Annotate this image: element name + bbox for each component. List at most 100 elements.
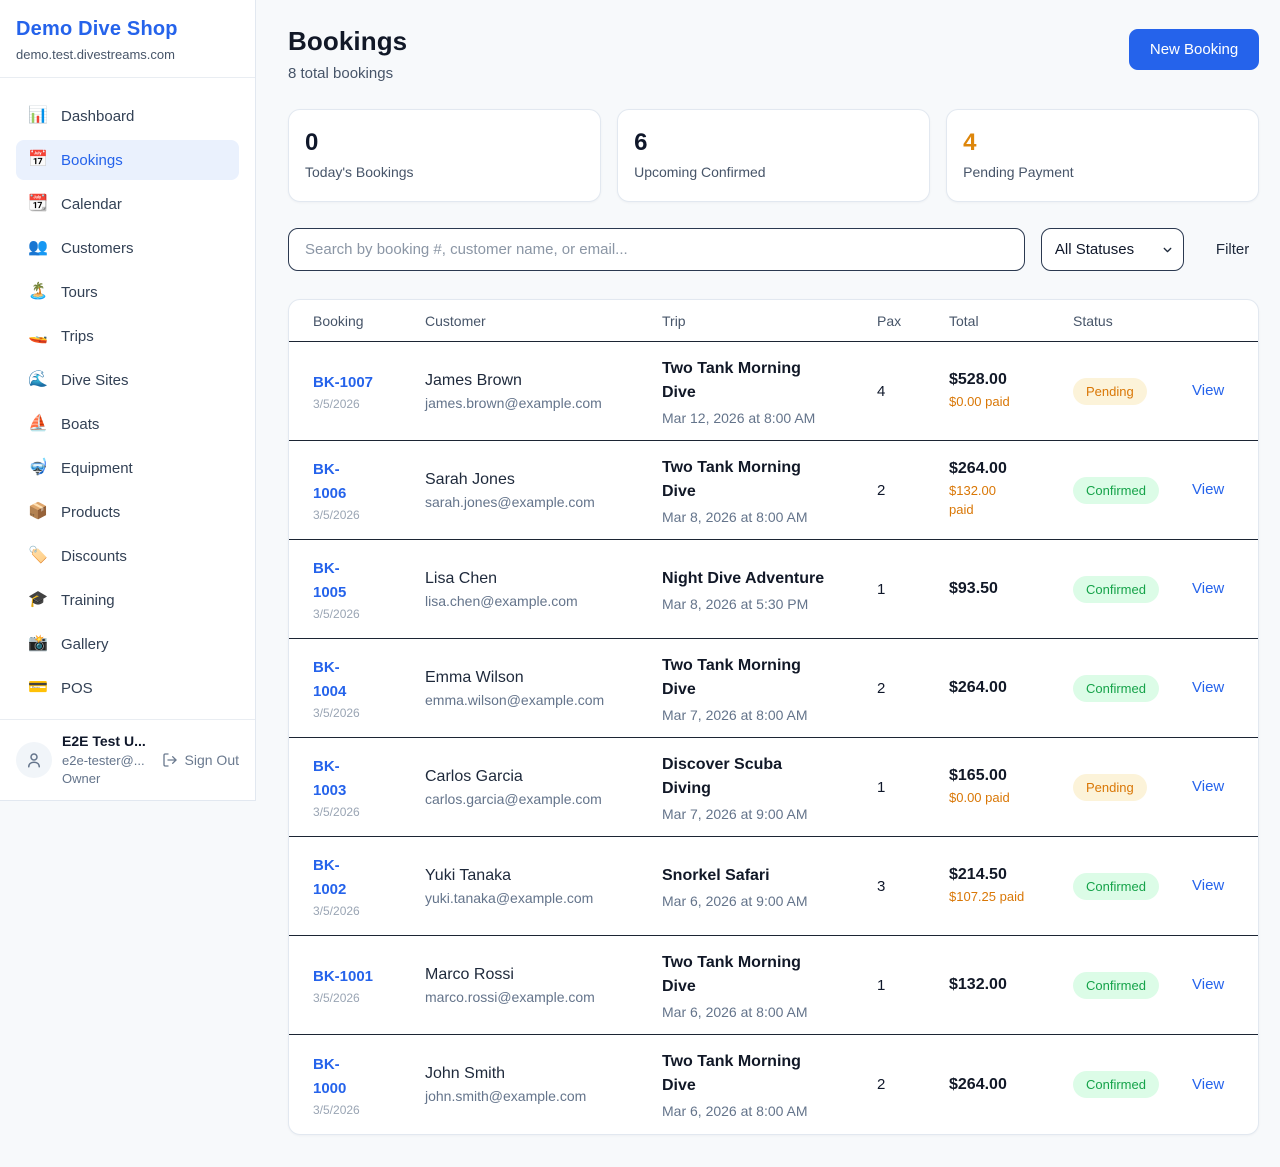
column-header-trip: Trip: [662, 312, 686, 329]
booking-date: 3/5/2026: [313, 706, 360, 720]
customer-email: sarah.jones@example.com: [425, 493, 595, 510]
view-button[interactable]: View: [1192, 976, 1225, 993]
booking-id-link[interactable]: BK- 1004: [313, 659, 347, 700]
view-button[interactable]: View: [1192, 778, 1225, 795]
sidebar-item-label: Customers: [61, 239, 134, 257]
total-cell: $165.00 $0.00 paid: [949, 767, 1073, 808]
view-button[interactable]: View: [1192, 481, 1225, 498]
trip-datetime: Mar 7, 2026 at 9:00 AM: [662, 805, 808, 822]
sign-out-button[interactable]: Sign Out: [162, 752, 239, 768]
booking-cell: BK- 1002 3/5/2026: [313, 854, 425, 918]
view-button[interactable]: View: [1192, 1075, 1225, 1093]
sidebar-item-label: Dashboard: [61, 107, 135, 125]
total-amount: $264.00: [949, 679, 1007, 696]
calendar-date-icon: 📅: [28, 151, 48, 168]
sidebar-item-boats[interactable]: ⛵ Boats: [16, 404, 239, 444]
status-badge: Confirmed: [1073, 674, 1159, 702]
trip-datetime: Mar 12, 2026 at 8:00 AM: [662, 409, 816, 426]
sidebar-item-bookings[interactable]: 📅 Bookings: [16, 140, 239, 180]
sidebar-item-dive-sites[interactable]: 🌊 Dive Sites: [16, 360, 239, 400]
customer-email: john.smith@example.com: [425, 1088, 587, 1104]
view-button[interactable]: View: [1192, 679, 1225, 696]
column-header-customer: Customer: [425, 312, 486, 329]
sidebar-item-label: Gallery: [61, 635, 109, 653]
sidebar-item-training[interactable]: 🎓 Training: [16, 580, 239, 620]
total-amount: $132.00: [949, 976, 1007, 993]
sidebar-item-gallery[interactable]: 📸 Gallery: [16, 624, 239, 664]
sailboat-icon: ⛵: [28, 415, 48, 432]
sign-out-icon: [162, 753, 177, 767]
status-cell: Confirmed: [1073, 971, 1192, 999]
stat-card-pending-payment: 4 Pending Payment: [946, 109, 1260, 202]
sidebar-item-products[interactable]: 📦 Products: [16, 492, 239, 532]
status-badge: Pending: [1073, 773, 1147, 801]
status-select[interactable]: All Statuses: [1040, 228, 1184, 271]
brand-domain: demo.test.divestreams.com: [16, 47, 175, 62]
booking-id-link[interactable]: BK-1001: [313, 968, 374, 985]
sidebar-item-dashboard[interactable]: 📊 Dashboard: [16, 96, 239, 136]
total-amount: $214.50: [949, 865, 1007, 883]
pax-cell: 1: [877, 976, 886, 994]
trip-name: Two Tank Morning Dive: [662, 953, 801, 995]
trip-cell: Two Tank Morning Dive Mar 6, 2026 at 8:00…: [662, 951, 877, 1020]
actions-cell: View: [1192, 679, 1234, 697]
booking-id-link[interactable]: BK- 1002: [313, 857, 347, 898]
customer-name: Carlos Garcia: [425, 767, 523, 785]
stat-card-upcoming-confirmed: 6 Upcoming Confirmed: [617, 109, 931, 202]
island-icon: 🏝️: [28, 283, 48, 300]
page-title: Bookings: [288, 26, 408, 56]
trip-cell: Two Tank Morning Dive Mar 6, 2026 at 8:00…: [662, 1050, 877, 1119]
sidebar-item-calendar[interactable]: 📆 Calendar: [16, 184, 239, 224]
sidebar-item-tours[interactable]: 🏝️ Tours: [16, 272, 239, 312]
customer-cell: John Smith john.smith@example.com: [425, 1065, 662, 1104]
sidebar-item-pos[interactable]: 💳 POS: [16, 668, 239, 708]
booking-cell: BK- 1004 3/5/2026: [313, 656, 425, 720]
view-button[interactable]: View: [1192, 382, 1225, 399]
view-button[interactable]: View: [1192, 877, 1225, 894]
column-header-total: Total: [949, 312, 979, 329]
sidebar-item-label: Calendar: [61, 195, 122, 213]
table-row: BK- 1004 3/5/2026 Emma Wilson emma.wilson@e…: [289, 639, 1259, 738]
booking-id-link[interactable]: BK-1007: [313, 374, 374, 391]
customer-email: james.brown@example.com: [425, 394, 602, 411]
customer-email: emma.wilson@example.com: [425, 691, 605, 708]
new-booking-button[interactable]: New Booking: [1128, 29, 1260, 70]
sidebar-item-trips[interactable]: 🚤 Trips: [16, 316, 239, 356]
sidebar-item-label: Dive Sites: [61, 371, 129, 389]
pax-cell: 4: [877, 382, 886, 400]
trip-datetime: Mar 7, 2026 at 8:00 AM: [662, 706, 808, 723]
customer-email: marco.rossi@example.com: [425, 988, 595, 1005]
customer-name: Lisa Chen: [425, 569, 498, 587]
sidebar-item-equipment[interactable]: 🤿 Equipment: [16, 448, 239, 488]
stat-label: Pending Payment: [963, 164, 1074, 180]
booking-id-link[interactable]: BK- 1000: [313, 1055, 347, 1097]
booking-id-link[interactable]: BK- 1006: [313, 461, 347, 502]
pax-cell: 2: [877, 481, 886, 499]
table-row: BK- 1002 3/5/2026 Yuki Tanaka yuki.tanaka@e…: [289, 837, 1259, 936]
user-role: Owner: [62, 770, 101, 786]
trip-name: Discover Scuba Diving: [662, 755, 783, 797]
booking-id-link[interactable]: BK- 1003: [313, 758, 347, 799]
sidebar-item-discounts[interactable]: 🏷️ Discounts: [16, 536, 239, 576]
sidebar-item-label: Boats: [61, 415, 100, 433]
trip-name: Two Tank Morning Dive: [662, 1053, 801, 1094]
customer-name: John Smith: [425, 1065, 506, 1082]
booking-id-link[interactable]: BK- 1005: [313, 560, 347, 601]
sidebar-item-label: Products: [61, 503, 121, 521]
status-badge: Confirmed: [1073, 1071, 1159, 1098]
search-input[interactable]: [288, 228, 1025, 271]
sidebar-item-customers[interactable]: 👥 Customers: [16, 228, 239, 268]
actions-cell: View: [1192, 481, 1234, 499]
table-row: BK- 1005 3/5/2026 Lisa Chen lisa.chen@examp…: [289, 540, 1259, 639]
stat-label: Today's Bookings: [305, 164, 414, 180]
customer-cell: James Brown james.brown@example.com: [425, 372, 662, 411]
status-cell: Pending: [1073, 377, 1192, 405]
graduation-cap-icon: 🎓: [28, 591, 48, 608]
bar-chart-icon: 📊: [28, 107, 48, 124]
trip-datetime: Mar 8, 2026 at 8:00 AM: [662, 508, 808, 525]
people-icon: 👥: [28, 239, 48, 256]
booking-date: 3/5/2026: [313, 904, 360, 918]
status-cell: Confirmed: [1073, 1071, 1192, 1098]
view-button[interactable]: View: [1192, 580, 1225, 597]
booking-cell: BK- 1000 3/5/2026: [313, 1053, 425, 1117]
